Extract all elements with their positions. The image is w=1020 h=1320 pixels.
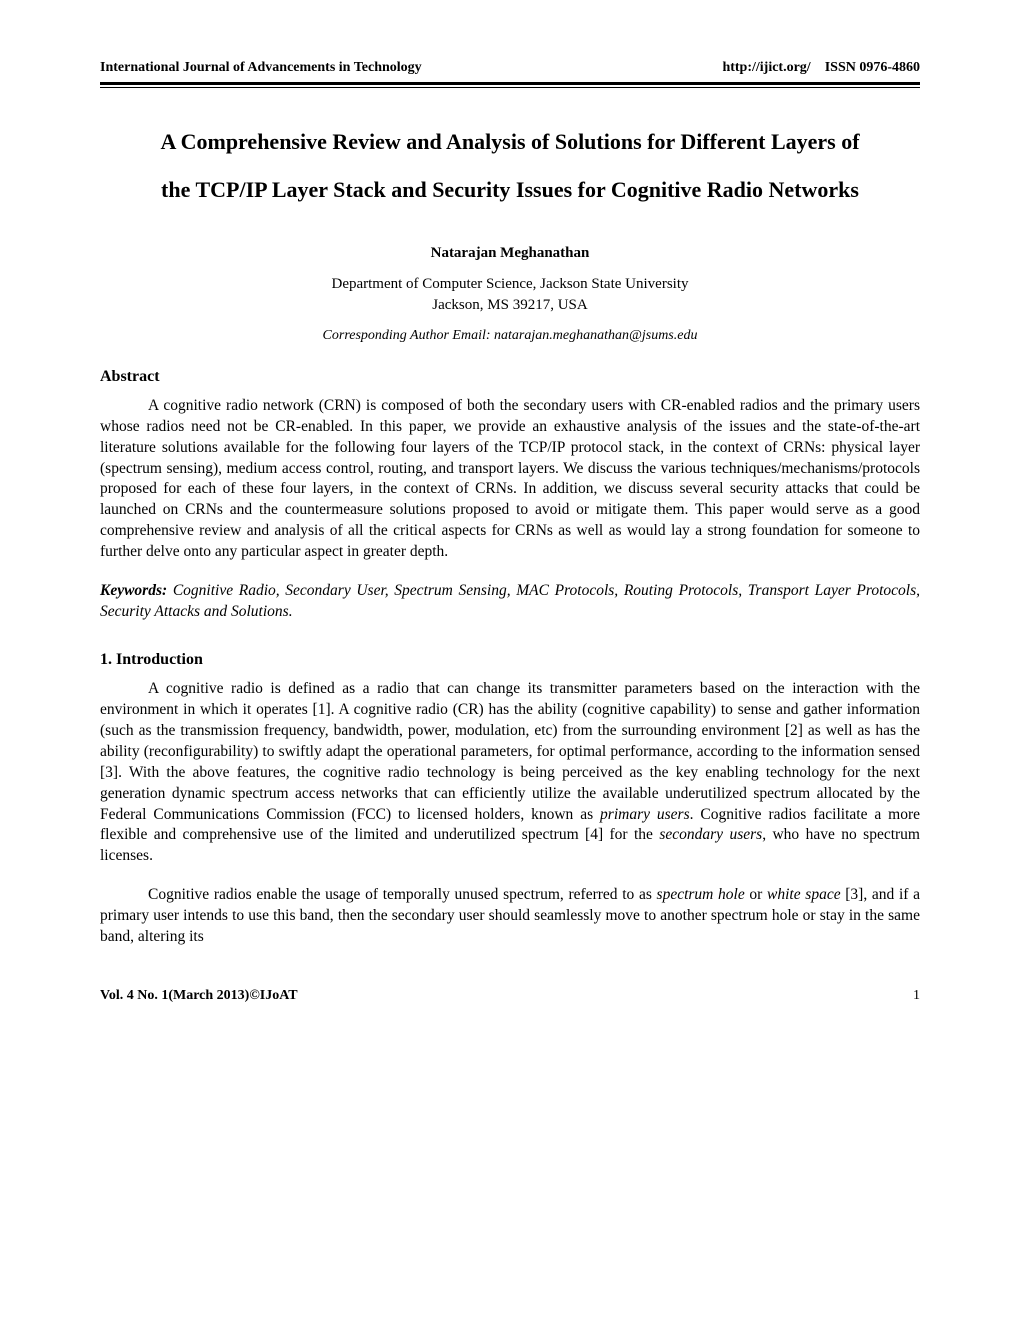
intro-paragraph-2: Cognitive radios enable the usage of tem… [100, 885, 920, 948]
page-header: International Journal of Advancements in… [100, 60, 920, 76]
header-right: http://ijict.org/ ISSN 0976-4860 [722, 60, 920, 76]
spectrum-hole-term: spectrum hole [657, 886, 745, 903]
corresponding-email: Corresponding Author Email: natarajan.me… [100, 328, 920, 344]
journal-name: International Journal of Advancements in… [100, 60, 422, 76]
footer-volume: Vol. 4 No. 1(March 2013)©IJoAT [100, 988, 298, 1004]
keywords-label: Keywords: [100, 582, 167, 599]
header-rule [100, 82, 920, 88]
journal-issn: ISSN 0976-4860 [825, 60, 920, 75]
intro-paragraph-1: A cognitive radio is defined as a radio … [100, 679, 920, 867]
journal-url: http://ijict.org/ [722, 60, 810, 75]
intro-p2-a: Cognitive radios enable the usage of tem… [148, 886, 657, 903]
title-line-1: A Comprehensive Review and Analysis of S… [100, 118, 920, 166]
abstract-text: A cognitive radio network (CRN) is compo… [100, 396, 920, 563]
keywords-block: Keywords: Cognitive Radio, Secondary Use… [100, 581, 920, 623]
paper-title: A Comprehensive Review and Analysis of S… [100, 118, 920, 215]
keywords-text: Cognitive Radio, Secondary User, Spectru… [100, 582, 920, 620]
abstract-heading: Abstract [100, 368, 920, 386]
affiliation-line-2: Jackson, MS 39217, USA [100, 295, 920, 316]
author-name: Natarajan Meghanathan [100, 245, 920, 262]
affiliation: Department of Computer Science, Jackson … [100, 274, 920, 316]
primary-users-term: primary users [600, 806, 690, 823]
secondary-users-term: secondary users [659, 826, 762, 843]
white-space-term: white space [767, 886, 841, 903]
page-footer: Vol. 4 No. 1(March 2013)©IJoAT 1 [100, 988, 920, 1004]
intro-p2-b: or [745, 886, 767, 903]
intro-p1-a: A cognitive radio is defined as a radio … [100, 680, 920, 823]
title-line-2: the TCP/IP Layer Stack and Security Issu… [100, 166, 920, 214]
page-number: 1 [913, 988, 920, 1004]
intro-heading: 1. Introduction [100, 651, 920, 669]
affiliation-line-1: Department of Computer Science, Jackson … [100, 274, 920, 295]
